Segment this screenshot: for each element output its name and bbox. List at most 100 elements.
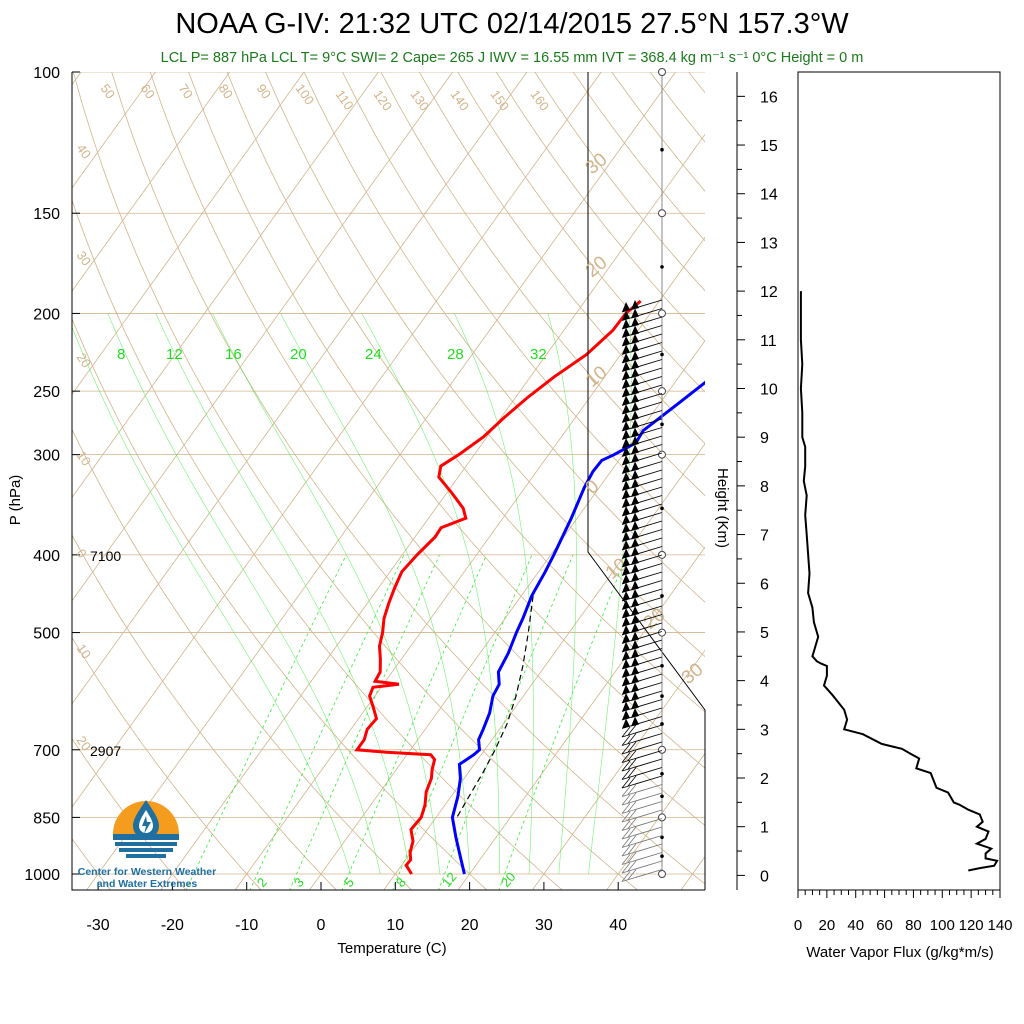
wind-barb-staff: [621, 758, 663, 772]
barb-dot-225: [660, 352, 664, 357]
wind-barb-pennant: [631, 623, 639, 633]
wind-barb-pennant: [622, 642, 630, 652]
isotherm--40: [72, 72, 602, 808]
skew-axis-frame: [71, 72, 705, 891]
wind-barb-staff: [621, 741, 663, 755]
dry-adiabat-140: [457, 72, 705, 393]
wind-barb-staff: [621, 869, 663, 882]
y-tick-label-250: 250: [33, 384, 60, 401]
isotherm-label-left-0: 40: [74, 141, 95, 161]
flux-x-tick-label-20: 20: [819, 917, 836, 934]
wind-barb-pennant: [622, 523, 630, 533]
wind-barb-staff: [621, 835, 663, 848]
wind-barb-flag: [627, 724, 637, 736]
wind-barb-pennant: [622, 463, 630, 474]
wind-barb-pennant: [631, 359, 639, 370]
wind-barb-pennant: [622, 616, 630, 627]
wind-barb-pennant: [622, 310, 630, 321]
moist-adiabat-24: [361, 313, 500, 874]
wind-barb-flag: [621, 777, 631, 789]
logo-caption-line-2: and Water Extremes: [96, 878, 198, 890]
isotherm--50: [72, 72, 528, 705]
dry-adiabat-170: [572, 72, 705, 242]
dry-adiabat-120: [380, 72, 705, 497]
wind-barb-pennant: [631, 580, 639, 591]
wind-barb-flag: [627, 767, 637, 778]
barb-circle-100: [658, 68, 666, 76]
wind-barb-flag: [627, 733, 637, 744]
wind-barb-pennant: [631, 606, 639, 616]
moist-adiabat-32: [547, 313, 577, 875]
wind-barb-pennant: [622, 633, 630, 644]
wind-barb-pennant: [622, 693, 630, 703]
wind-barb-pennant: [631, 317, 639, 327]
isotherm-label-left-5: 10: [74, 641, 95, 661]
mixing-ratio-label-12: 12: [439, 869, 460, 890]
y-tick-label-850: 850: [33, 810, 60, 827]
wind-barb-pennant: [631, 597, 639, 608]
wind-barb-staff: [621, 843, 663, 857]
height-tick-label-15: 15: [760, 138, 778, 155]
mixing-ratio-20: [498, 554, 628, 890]
barb-dot-125: [660, 147, 664, 152]
isotherm--20: [160, 133, 705, 890]
isotherm-label-right-6: 30: [678, 659, 708, 689]
wind-barb-pennant: [631, 461, 639, 472]
flux-x-tick-label-140: 140: [987, 917, 1012, 934]
flux-x-axis-label: Water Vapor Flux (g/kg*m/s): [806, 944, 994, 961]
wind-barb-flag: [621, 820, 631, 831]
mixing-ratio-2: [249, 554, 405, 890]
flux-frame: [797, 71, 1001, 891]
wind-barb-pennant: [622, 412, 630, 423]
skew-t-background: [72, 72, 705, 890]
wind-barb-pennant: [622, 455, 630, 465]
barb-dot-275: [660, 422, 664, 427]
wind-barb-flag: [627, 801, 637, 812]
isotherm-40: [606, 752, 705, 890]
isotherm--30: [86, 72, 676, 890]
wind-barb-pennant: [631, 648, 639, 659]
wind-barb-flag: [621, 828, 631, 840]
mixing-ratio-label-2: 2: [254, 875, 270, 890]
dry-adiabat-180: [611, 72, 705, 192]
logo-caption-line-1: Center for Western Weather: [77, 866, 217, 878]
moist-adiabat-label-12: 12: [166, 346, 183, 363]
height-tick-label-5: 5: [760, 625, 769, 642]
dewpoint-line: [450, 380, 705, 875]
dry-adiabat-label-90: 90: [254, 81, 275, 101]
wind-barb-pennant: [631, 470, 639, 480]
wind-barb-pennant: [622, 497, 630, 508]
wind-barb-pennant: [631, 512, 639, 523]
height-tick-label-4: 4: [760, 674, 769, 691]
wind-barb-pennant: [631, 436, 639, 446]
moist-adiabat-label-16: 16: [225, 346, 242, 363]
wind-barb-flag: [627, 758, 637, 770]
wind-barb-pennant: [631, 325, 639, 336]
wind-barb-pennant: [631, 334, 639, 344]
wind-barb-flag: [627, 852, 637, 863]
y-tick-label-150: 150: [33, 206, 60, 223]
mixing-ratio-label-5: 5: [341, 875, 357, 890]
moist-adiabat-16: [212, 313, 441, 875]
dry-adiabat-label-130: 130: [408, 87, 433, 113]
barb-circle-700: [658, 745, 666, 754]
barb-circle-300: [658, 450, 666, 459]
skew-right-boundary: [587, 72, 706, 890]
wind-barb-pennant: [622, 472, 630, 482]
wind-barb-pennant: [622, 659, 630, 669]
wind-barb-flag: [621, 743, 631, 755]
flux-x-tick-label-120: 120: [959, 917, 984, 934]
wind-barb-staff: [621, 826, 663, 840]
wind-barb-pennant: [622, 565, 630, 576]
wind-barb-pennant: [622, 676, 630, 686]
height-tick-label-9: 9: [760, 430, 769, 447]
wind-barb-pennant: [631, 342, 639, 353]
wind-barb-pennant: [631, 521, 639, 531]
wind-barb-pennant: [631, 699, 639, 710]
wind-barb-pennant: [631, 708, 639, 718]
dry-adiabat-label-50: 50: [98, 81, 119, 101]
wind-barb-staff: [621, 775, 663, 789]
wind-barb-pennant: [622, 710, 630, 720]
wind-barb-flag: [627, 775, 637, 787]
x-tick-label-20: 20: [461, 917, 479, 934]
